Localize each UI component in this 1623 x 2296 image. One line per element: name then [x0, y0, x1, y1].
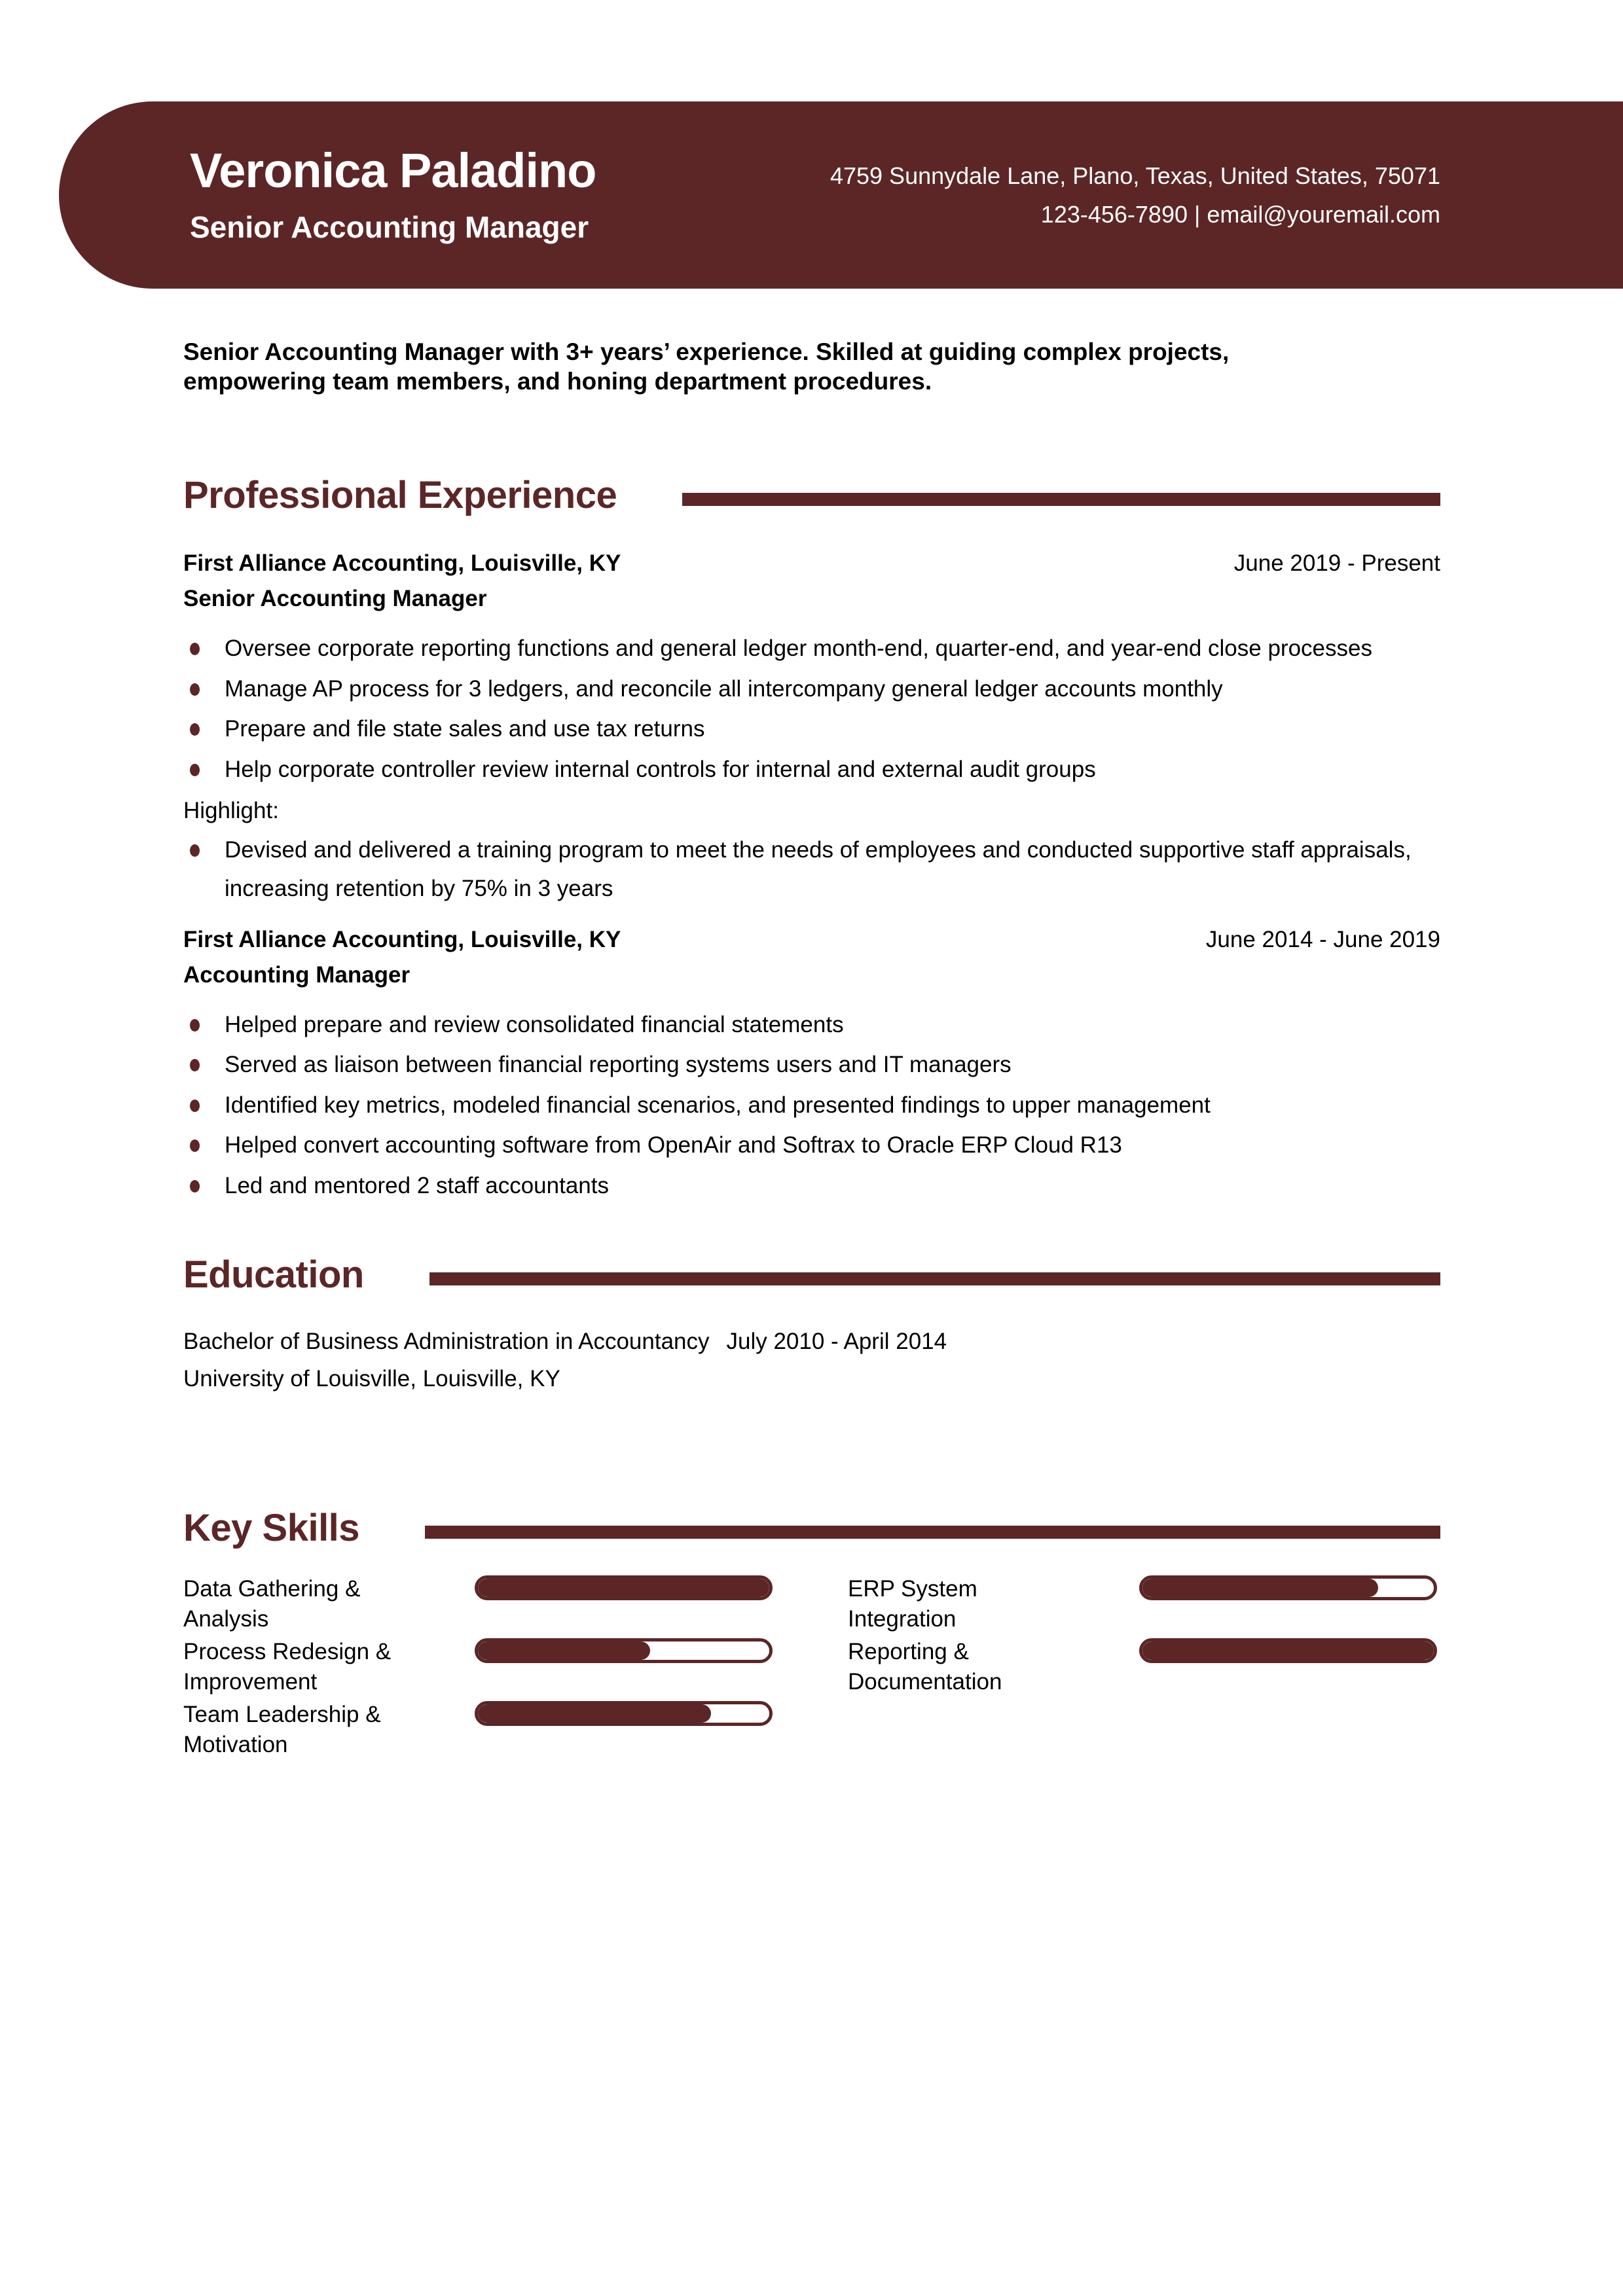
experience-heading-rule: [682, 493, 1440, 507]
highlight-bullet: Devised and delivered a training program…: [183, 831, 1440, 908]
job-entry: First Alliance Accounting, Louisville, K…: [183, 927, 1440, 1206]
header-identity: Veronica Paladino Senior Accounting Mana…: [190, 145, 596, 245]
highlight-label: Highlight:: [183, 798, 279, 824]
skills-grid: Data Gathering & Analysis Process Redesi…: [183, 1574, 1440, 1763]
job-entry: First Alliance Accounting, Louisville, K…: [183, 550, 1440, 908]
skill-bar-fill: [478, 1579, 769, 1598]
skill-bar: [1139, 1638, 1437, 1664]
job-bullet: Oversee corporate reporting functions an…: [183, 629, 1440, 668]
job-bullet: Led and mentored 2 staff accountants: [183, 1166, 1440, 1206]
skill-bar: [475, 1575, 773, 1601]
job-dates: June 2019 - Present: [1233, 550, 1440, 577]
header-contact: 4759 Sunnydale Lane, Plano, Texas, Unite…: [830, 156, 1440, 234]
skills-heading-label: Key Skills: [183, 1507, 360, 1550]
job-header: First Alliance Accounting, Louisville, K…: [183, 927, 1440, 953]
job-company: First Alliance Accounting, Louisville, K…: [183, 550, 621, 577]
education-degree: Bachelor of Business Administration in A…: [183, 1328, 710, 1354]
job-role: Accounting Manager: [183, 961, 410, 988]
contact-phone-email: 123-456-7890 | email@youremail.com: [1040, 201, 1440, 228]
education-dates: July 2010 - April 2014: [726, 1328, 947, 1354]
section-heading-experience: Professional Experience: [183, 475, 1440, 516]
highlight-bullet-list: Devised and delivered a training program…: [183, 831, 1440, 908]
skill-row: Team Leadership & Motivation: [183, 1700, 773, 1763]
skill-label: ERP System Integration: [848, 1574, 1139, 1634]
skill-label: Process Redesign & Improvement: [183, 1637, 475, 1696]
skill-bar: [475, 1638, 773, 1664]
skills-heading-rule: [425, 1526, 1440, 1539]
skill-bar: [475, 1701, 773, 1727]
job-header: First Alliance Accounting, Louisville, K…: [183, 550, 1440, 577]
experience-heading-label: Professional Experience: [183, 474, 617, 517]
job-dates: June 2014 - June 2019: [1205, 926, 1440, 952]
job-bullet: Identified key metrics, modeled financia…: [183, 1086, 1440, 1125]
skill-bar-fill: [1142, 1579, 1379, 1598]
education-entry: Bachelor of Business Administration in A…: [183, 1323, 1440, 1397]
education-heading-rule: [429, 1272, 1440, 1285]
header-band: Veronica Paladino Senior Accounting Mana…: [59, 101, 1623, 289]
skill-label-text: Reporting & Documentation: [848, 1639, 1002, 1695]
summary-paragraph: Senior Accounting Manager with 3+ years’…: [183, 338, 1230, 395]
job-bullet: Helped convert accounting software from …: [183, 1126, 1440, 1165]
skill-label-text: Data Gathering & Analysis: [183, 1576, 361, 1632]
skills-column-right: ERP System Integration Reporting & Docum…: [848, 1574, 1437, 1763]
person-name: Veronica Paladino: [190, 143, 596, 198]
job-bullet: Served as liaison between financial repo…: [183, 1045, 1440, 1085]
skill-label: Data Gathering & Analysis: [183, 1574, 475, 1634]
education-heading-label: Education: [183, 1253, 364, 1297]
section-heading-skills: Key Skills: [183, 1507, 1440, 1549]
job-bullet-list: Helped prepare and review consolidated f…: [183, 1005, 1440, 1206]
section-heading-education: Education: [183, 1254, 1440, 1296]
skill-row: Data Gathering & Analysis: [183, 1574, 773, 1637]
skill-bar: [1139, 1575, 1437, 1601]
skill-row: Process Redesign & Improvement: [183, 1637, 773, 1700]
person-job-title: Senior Accounting Manager: [190, 209, 589, 244]
job-bullet: Help corporate controller review interna…: [183, 750, 1440, 789]
contact-address: 4759 Sunnydale Lane, Plano, Texas, Unite…: [830, 162, 1440, 189]
skill-label: Reporting & Documentation: [848, 1637, 1139, 1696]
skill-bar-fill: [478, 1704, 711, 1723]
skill-bar-fill: [478, 1641, 650, 1660]
education-school: University of Louisville, Louisville, KY: [183, 1365, 560, 1391]
job-bullet: Prepare and file state sales and use tax…: [183, 709, 1440, 749]
education-degree-line: Bachelor of Business Administration in A…: [183, 1323, 1440, 1361]
skill-row: Reporting & Documentation: [848, 1637, 1437, 1700]
job-company: First Alliance Accounting, Louisville, K…: [183, 926, 621, 952]
skill-label-text: Process Redesign & Improvement: [183, 1639, 392, 1695]
skill-row: ERP System Integration: [848, 1574, 1437, 1637]
job-bullet: Helped prepare and review consolidated f…: [183, 1005, 1440, 1045]
skill-label: Team Leadership & Motivation: [183, 1700, 475, 1759]
job-bullet: Manage AP process for 3 ledgers, and rec…: [183, 670, 1440, 709]
skills-column-left: Data Gathering & Analysis Process Redesi…: [183, 1574, 773, 1763]
resume-body: Senior Accounting Manager with 3+ years’…: [183, 338, 1440, 1763]
skill-label-text: ERP System Integration: [848, 1576, 977, 1632]
skill-bar-fill: [1142, 1641, 1434, 1660]
job-role: Senior Accounting Manager: [183, 586, 487, 612]
skill-label-text: Team Leadership & Motivation: [183, 1702, 381, 1757]
job-bullet-list: Oversee corporate reporting functions an…: [183, 629, 1440, 789]
